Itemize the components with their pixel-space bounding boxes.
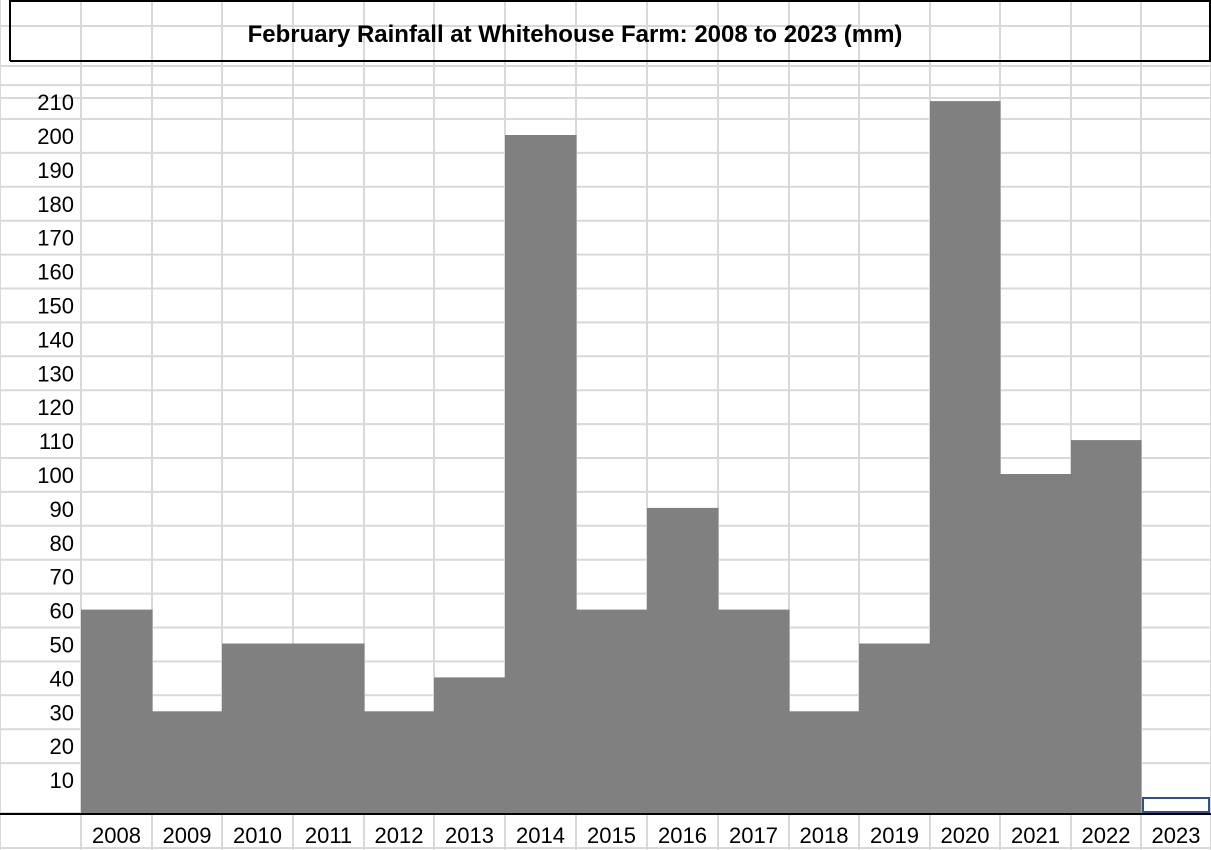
y-tick-label: 80 [50, 531, 74, 556]
y-tick-label: 210 [37, 90, 74, 115]
x-tick-label: 2009 [163, 823, 212, 848]
y-tick-label: 200 [37, 124, 74, 149]
bar-2009 [152, 711, 223, 813]
y-tick-label: 90 [50, 497, 74, 522]
y-tick-label: 60 [50, 599, 74, 624]
bar-2011 [293, 643, 365, 813]
bar-2008 [81, 609, 153, 813]
x-tick-label: 2014 [516, 823, 565, 848]
x-axis-tick-labels: 2008 2009 2010 2011 2012 2013 2014 2015 2016 2017… [92, 823, 1200, 848]
y-tick-label: 40 [50, 666, 74, 691]
x-tick-label: 2018 [800, 823, 849, 848]
x-tick-label: 2011 [305, 823, 352, 848]
x-tick-label: 2019 [870, 823, 919, 848]
bar-2014 [505, 135, 577, 813]
y-tick-label: 30 [50, 700, 74, 725]
x-tick-label: 2010 [233, 823, 282, 848]
y-tick-label: 160 [37, 260, 74, 285]
bar-2022 [1071, 440, 1142, 813]
bar-2012 [364, 711, 435, 813]
bar-2017 [718, 609, 790, 813]
chart-borders [0, 0, 1211, 815]
chart-title: February Rainfall at Whitehouse Farm: 20… [248, 21, 903, 48]
y-tick-label: 20 [50, 734, 74, 759]
bar-2021 [1000, 474, 1072, 813]
bar-2016 [647, 507, 719, 813]
x-tick-label: 2016 [658, 823, 707, 848]
bar-2013 [434, 677, 506, 813]
bar-2020 [930, 101, 1001, 814]
y-tick-label: 10 [50, 768, 74, 793]
y-tick-label: 100 [37, 463, 74, 488]
bar-2018 [789, 711, 860, 813]
bar-2019 [859, 643, 931, 813]
y-tick-label: 170 [37, 226, 74, 251]
x-tick-label: 2020 [941, 823, 990, 848]
x-tick-label: 2022 [1082, 823, 1131, 848]
y-axis-tick-labels: 10 20 30 40 50 60 70 80 90 100 110 120 130 140 150 160 1… [37, 90, 74, 793]
y-tick-label: 190 [37, 158, 74, 183]
x-tick-label: 2012 [375, 823, 424, 848]
x-tick-label: 2017 [729, 823, 778, 848]
bar-2010 [222, 643, 294, 813]
y-tick-label: 180 [37, 192, 74, 217]
bar-2015 [576, 609, 648, 813]
x-tick-label: 2023 [1152, 823, 1201, 848]
y-tick-label: 50 [50, 633, 74, 658]
y-tick-label: 150 [37, 294, 74, 319]
bar-series [81, 101, 1142, 814]
x-tick-label: 2021 [1011, 823, 1060, 848]
y-tick-label: 70 [50, 565, 74, 590]
x-tick-label: 2008 [92, 823, 141, 848]
x-tick-label: 2015 [587, 823, 636, 848]
y-tick-label: 140 [37, 327, 74, 352]
selected-cell[interactable] [1142, 797, 1210, 813]
y-tick-label: 130 [37, 361, 74, 386]
y-tick-label: 120 [37, 395, 74, 420]
x-tick-label: 2013 [445, 823, 494, 848]
y-tick-label: 110 [39, 429, 74, 454]
